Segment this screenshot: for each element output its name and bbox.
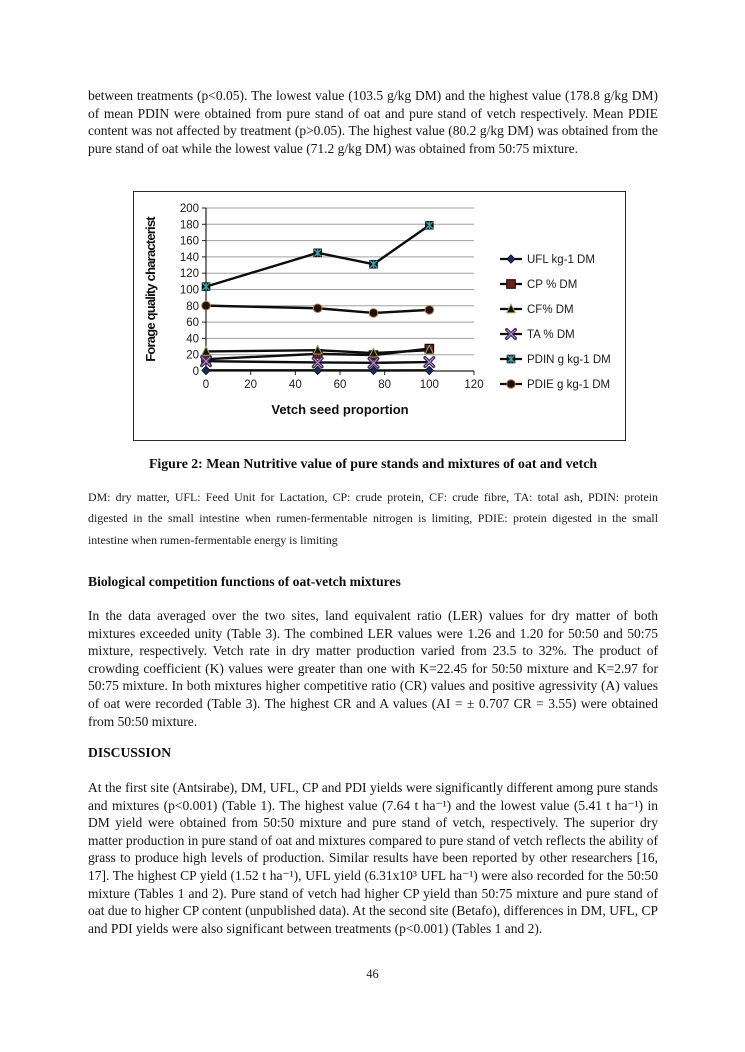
- figure-2-abbreviation-notes: DM: dry matter, UFL: Feed Unit for Lacta…: [88, 490, 658, 547]
- y-tick-label: 60: [186, 317, 199, 329]
- paragraph-discussion: At the first site (Antsirabe), DM, UFL, …: [88, 780, 658, 936]
- figure-2-caption: Figure 2: Mean Nutritive value of pure s…: [148, 456, 597, 471]
- y-tick-label: 140: [180, 252, 199, 264]
- legend-label: UFL kg-1 DM: [527, 254, 595, 266]
- series-marker: [312, 344, 323, 355]
- series-marker: [423, 356, 436, 369]
- series-marker: [201, 300, 211, 311]
- y-tick-label: 0: [193, 366, 199, 378]
- x-tick-label: 60: [334, 379, 347, 391]
- legend-item: PDIN g kg-1 DM: [500, 354, 611, 366]
- series-line: [204, 224, 431, 288]
- series-pdie-g-kg-1-dm: [201, 300, 435, 318]
- series-marker: [424, 305, 435, 315]
- x-tick-label: 100: [420, 379, 439, 391]
- series-marker: [201, 282, 211, 291]
- paragraph-pdin-pdie: between treatments (p<0.05). The lowest …: [88, 88, 658, 156]
- x-tick-label: 20: [244, 379, 257, 391]
- series-marker: [505, 303, 517, 314]
- x-axis-title: Vetch seed proportion: [271, 402, 408, 417]
- y-tick-label: 120: [180, 268, 199, 280]
- paragraph-competition: In the data averaged over the two sites,…: [88, 608, 658, 729]
- series-line: [204, 349, 431, 355]
- y-tick-label: 40: [186, 333, 199, 345]
- series-marker: [311, 356, 324, 369]
- page-number: 46: [366, 967, 379, 981]
- gridlines: [206, 207, 474, 356]
- series-marker: [506, 379, 516, 389]
- chart-legend: UFL kg-1 DM CP % DM CF% DM TA % DM PDIN g kg…: [500, 254, 611, 391]
- series-marker: [368, 365, 379, 376]
- legend-item: CP % DM: [500, 279, 577, 291]
- series-marker: [368, 347, 379, 358]
- series-marker: [313, 248, 322, 258]
- y-tick-label: 160: [180, 236, 199, 248]
- series-ufl-kg-1-dm: [201, 365, 435, 376]
- y-tick-label: 200: [180, 203, 199, 215]
- y-tick-label: 180: [180, 219, 199, 231]
- figure-2-chart: 0 20 40 60 80 100 120 140 160 180 200 0 20 40 60 80 100 1…: [133, 191, 626, 441]
- y-tick-label: 100: [180, 285, 199, 297]
- legend-item: TA % DM: [500, 328, 575, 341]
- series-marker: [312, 365, 323, 376]
- legend-label: PDIE g kg-1 DM: [527, 379, 610, 391]
- y-axis-title: Forage quality characterist: [143, 216, 158, 362]
- series-line: [204, 360, 431, 365]
- legend-label: PDIN g kg-1 DM: [527, 354, 611, 366]
- series-marker: [424, 365, 435, 376]
- series-marker: [312, 303, 323, 314]
- legend-item: PDIE g kg-1 DM: [500, 379, 610, 391]
- series-marker: [506, 354, 516, 364]
- series-marker: [506, 254, 516, 264]
- legend-label: CP % DM: [527, 279, 577, 291]
- heading-discussion: DISCUSSION: [88, 745, 172, 760]
- series-marker: [368, 308, 379, 318]
- series-line: [204, 304, 431, 315]
- y-tick-label: 20: [186, 350, 199, 362]
- series-marker: [505, 328, 517, 340]
- series-marker: [200, 355, 212, 368]
- y-tick-label: 80: [186, 301, 199, 313]
- legend-label: TA % DM: [527, 329, 575, 341]
- legend-item: UFL kg-1 DM: [500, 254, 595, 266]
- x-tick-label: 0: [203, 379, 209, 391]
- series-marker: [367, 356, 380, 369]
- series-marker: [201, 365, 211, 376]
- series-marker: [506, 279, 516, 289]
- line-chart: 0 20 40 60 80 100 120 140 160 180 200 0 20 40 60 80 100 1…: [143, 203, 611, 417]
- series-marker: [425, 220, 434, 230]
- x-tick-label: 40: [289, 379, 302, 391]
- series-marker: [369, 259, 378, 269]
- series-marker: [200, 345, 212, 356]
- heading-biological-competition: Biological competition functions of oat-…: [88, 574, 401, 589]
- series-cf-dm: [200, 344, 435, 358]
- x-tick-label: 120: [464, 379, 483, 391]
- series-ta-dm: [200, 355, 436, 369]
- series-marker: [424, 344, 435, 355]
- x-tick-label: 80: [378, 379, 391, 391]
- legend-label: CF% DM: [527, 304, 574, 316]
- legend-item: CF% DM: [500, 303, 574, 316]
- series-pdin-g-kg-1-dm: [201, 220, 434, 291]
